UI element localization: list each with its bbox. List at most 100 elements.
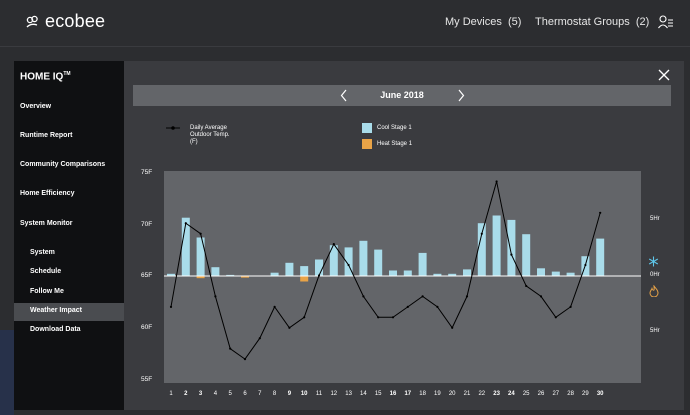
sidebar-item-overview[interactable]: Overview [20, 103, 52, 110]
nav-thermostat-groups[interactable]: Thermostat Groups (2) [535, 16, 649, 28]
legend-line-swatch [166, 126, 180, 130]
temp-point-day-27 [554, 316, 557, 319]
nav-my-devices-count: (5) [507, 16, 522, 28]
x-tick-day-17: 17 [404, 391, 412, 397]
plot-area [164, 171, 641, 383]
sidebar-subitem-follow-me[interactable]: Follow Me [30, 288, 64, 295]
nav-thermostat-groups-label: Thermostat Groups [535, 16, 630, 28]
sidebar-item-home-efficiency[interactable]: Home Efficiency [20, 190, 75, 197]
sidebar-subitem-download-data[interactable]: Download Data [30, 326, 81, 333]
temp-point-day-23 [495, 180, 498, 183]
cool-bar-day-23 [492, 215, 501, 276]
temp-point-day-25 [525, 284, 528, 288]
sidebar-item-community-comparisons[interactable]: Community Comparisons [20, 161, 106, 168]
cool-bar-day-3 [196, 237, 205, 276]
temp-point-day-13 [347, 263, 350, 267]
temp-point-day-6 [243, 358, 247, 361]
x-tick-day-11: 11 [315, 391, 323, 397]
temp-point-day-5 [229, 347, 232, 350]
x-tick-day-21: 21 [463, 391, 471, 397]
x-tick-day-12: 12 [330, 391, 338, 397]
legend-line-label-2: Outdoor Temp. [190, 132, 230, 138]
chevron-left-icon[interactable] [340, 89, 348, 102]
temp-point-day-16 [391, 316, 395, 319]
temp-point-day-30 [599, 211, 602, 214]
cool-bar-day-12 [329, 245, 338, 276]
y-tick-70: 70F [141, 221, 153, 228]
legend-cool-swatch [362, 123, 372, 133]
nav-thermostat-groups-count: (2) [635, 16, 650, 28]
cool-bar-day-5 [226, 274, 235, 276]
brand-logo[interactable]: ecobee [24, 11, 105, 32]
sidebar-active-highlight [14, 303, 124, 321]
y-tick-65: 65F [141, 272, 153, 279]
x-tick-day-13: 13 [345, 391, 352, 397]
month-navigator: June 2018 [133, 85, 671, 106]
snowflake-icon [648, 256, 659, 267]
x-tick-day-28: 28 [567, 391, 574, 397]
temp-point-day-7 [258, 337, 261, 340]
x-tick-day-9: 9 [287, 391, 292, 397]
nav-my-devices[interactable]: My Devices (5) [445, 16, 521, 28]
flame-icon [649, 285, 659, 297]
y-tick-60: 60F [141, 324, 153, 331]
x-tick-day-18: 18 [419, 391, 426, 397]
temp-point-day-3 [199, 232, 202, 235]
cool-bar-day-16 [389, 270, 397, 276]
x-tick-day-25: 25 [522, 391, 530, 397]
temp-point-day-10 [303, 316, 306, 319]
sidebar-title: HOME IQTM [20, 71, 71, 82]
chevron-right-icon[interactable] [457, 89, 465, 102]
cool-bar-day-18 [418, 252, 427, 276]
x-tick-day-2: 2 [184, 391, 188, 397]
temp-point-day-19 [436, 305, 439, 308]
nav-my-devices-label: My Devices [445, 16, 502, 28]
x-tick-day-5: 5 [228, 391, 232, 397]
cool-bar-day-4 [211, 267, 220, 276]
cool-bar-day-20 [448, 273, 457, 276]
temp-point-day-1 [169, 305, 173, 308]
x-tick-day-19: 19 [434, 391, 441, 397]
legend-line-label-3: (F) [190, 139, 198, 145]
cool-bar-day-19 [433, 273, 442, 276]
sidebar-subitem-system[interactable]: System [30, 249, 55, 256]
sidebar: HOME IQTM Overview Runtime Report Commun… [14, 61, 124, 410]
cool-bar-day-21 [463, 269, 471, 276]
temp-point-day-9 [288, 326, 291, 329]
temp-point-day-20 [451, 326, 454, 329]
x-tick-day-3: 3 [198, 391, 203, 397]
temp-point-day-18 [421, 295, 424, 298]
y-tick-55: 55F [141, 376, 153, 383]
cool-bar-day-22 [477, 223, 486, 276]
x-tick-day-30: 30 [596, 391, 604, 397]
sidebar-item-system-monitor[interactable]: System Monitor [20, 220, 73, 227]
cool-bar-day-2 [181, 217, 190, 276]
x-tick-day-23: 23 [493, 391, 500, 397]
temp-point-day-21 [465, 295, 469, 298]
sidebar-item-runtime-report[interactable]: Runtime Report [20, 132, 73, 139]
x-tick-day-22: 22 [478, 391, 486, 397]
legend-line-label-1: Daily Average [190, 125, 227, 131]
temp-point-day-4 [214, 295, 217, 298]
temp-point-day-26 [539, 295, 543, 298]
x-tick-day-24: 24 [508, 391, 515, 397]
x-tick-day-29: 29 [582, 391, 589, 397]
background-strip [0, 330, 14, 415]
cool-bar-day-17 [403, 270, 412, 276]
temp-point-day-2 [184, 222, 187, 225]
x-tick-day-20: 20 [448, 391, 456, 397]
right-axis-5hr-heat: 5Hr [650, 328, 660, 334]
cool-bar-day-11 [315, 259, 323, 276]
x-tick-day-27: 27 [552, 391, 560, 397]
cool-bar-day-30 [596, 238, 605, 276]
user-settings-icon[interactable] [658, 15, 674, 29]
right-axis-5hr-cool: 5Hr [650, 216, 660, 222]
temp-point-day-17 [406, 305, 409, 308]
sidebar-subitem-weather-impact[interactable]: Weather Impact [30, 307, 82, 314]
cool-bar-day-28 [566, 272, 575, 276]
close-icon[interactable] [658, 69, 670, 81]
cool-bar-day-10 [300, 266, 309, 276]
sidebar-subitem-schedule[interactable]: Schedule [30, 268, 62, 275]
cool-bar-day-8 [270, 272, 279, 276]
